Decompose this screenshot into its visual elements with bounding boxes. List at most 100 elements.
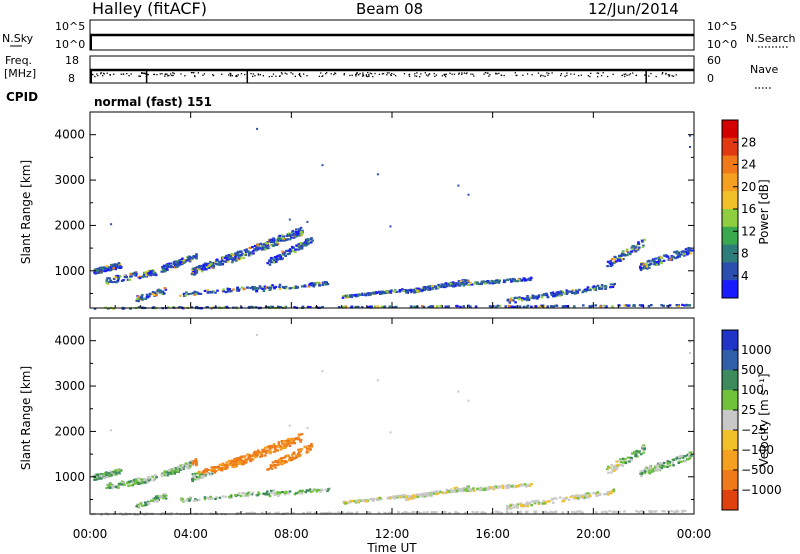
data-cell bbox=[514, 301, 517, 304]
data-cell bbox=[194, 268, 197, 271]
data-cell bbox=[356, 500, 360, 503]
data-cell bbox=[135, 299, 139, 302]
data-cell bbox=[289, 233, 292, 236]
data-cell bbox=[305, 489, 309, 492]
data-cell bbox=[666, 255, 669, 258]
data-cell bbox=[297, 451, 301, 454]
data-cell bbox=[615, 464, 618, 467]
data-cell bbox=[363, 293, 367, 296]
data-cell bbox=[375, 291, 379, 294]
data-cell bbox=[564, 305, 568, 308]
data-cell bbox=[353, 500, 356, 503]
data-cell bbox=[518, 279, 522, 282]
data-cell bbox=[537, 501, 541, 504]
data-cell bbox=[659, 256, 662, 259]
nave-point bbox=[100, 72, 102, 74]
data-cell bbox=[111, 266, 114, 269]
data-cell bbox=[514, 504, 518, 507]
data-cell bbox=[527, 277, 531, 280]
data-cell bbox=[222, 466, 225, 469]
data-cell bbox=[647, 305, 651, 308]
data-cell bbox=[407, 498, 410, 501]
data-cell bbox=[107, 472, 111, 475]
data-cell bbox=[431, 491, 434, 494]
data-cell bbox=[445, 305, 449, 308]
nave-point bbox=[138, 75, 140, 77]
data-cell bbox=[184, 465, 187, 468]
nave-point bbox=[147, 74, 149, 76]
data-cell bbox=[173, 470, 177, 473]
data-cell bbox=[294, 248, 297, 251]
data-cell bbox=[180, 467, 184, 470]
data-cell bbox=[264, 450, 268, 453]
data-cell bbox=[140, 478, 143, 481]
data-cell bbox=[620, 253, 624, 256]
data-cell bbox=[330, 512, 334, 515]
nave-point bbox=[171, 74, 173, 77]
data-cell bbox=[114, 471, 118, 474]
data-cell bbox=[292, 236, 296, 239]
data-cell bbox=[491, 305, 495, 308]
data-cell bbox=[192, 291, 195, 295]
data-cell bbox=[345, 502, 349, 505]
data-cell bbox=[176, 467, 179, 470]
data-cell bbox=[534, 510, 538, 513]
data-cell bbox=[164, 494, 168, 497]
data-cell bbox=[133, 271, 136, 274]
data-cell bbox=[225, 305, 228, 308]
data-cell bbox=[638, 450, 641, 453]
data-cell bbox=[203, 498, 207, 501]
data-cell bbox=[289, 458, 292, 461]
data-cell bbox=[109, 266, 113, 269]
data-cell bbox=[174, 469, 178, 472]
data-cell bbox=[301, 244, 304, 247]
data-cell bbox=[625, 249, 629, 253]
data-cell bbox=[214, 262, 217, 265]
data-cell bbox=[639, 453, 643, 456]
nave-point bbox=[334, 72, 337, 75]
data-cell bbox=[273, 287, 276, 290]
data-cell bbox=[172, 470, 175, 474]
data-cell bbox=[172, 262, 176, 266]
nave-point bbox=[501, 74, 503, 77]
data-cell bbox=[494, 510, 498, 513]
data-cell bbox=[256, 127, 259, 130]
data-cell bbox=[641, 245, 645, 248]
data-cell bbox=[658, 462, 662, 465]
data-cell bbox=[555, 304, 558, 307]
data-cell bbox=[300, 433, 304, 436]
data-cell bbox=[288, 232, 291, 235]
data-cell bbox=[625, 304, 628, 307]
data-cell bbox=[275, 243, 279, 246]
data-cell bbox=[522, 305, 526, 308]
data-cell bbox=[282, 462, 285, 465]
data-cell bbox=[476, 487, 479, 490]
data-cell bbox=[629, 253, 632, 256]
data-cell bbox=[194, 267, 197, 270]
data-cell bbox=[158, 291, 162, 294]
data-cell bbox=[288, 490, 292, 493]
data-cell bbox=[123, 276, 127, 279]
nave-point bbox=[587, 75, 589, 77]
data-cell bbox=[211, 266, 214, 269]
data-cell bbox=[380, 305, 384, 308]
data-cell bbox=[678, 460, 682, 463]
data-cell bbox=[631, 452, 634, 455]
data-cell bbox=[596, 284, 600, 287]
nave-point bbox=[463, 72, 466, 74]
data-cell bbox=[655, 263, 658, 266]
data-cell bbox=[651, 258, 655, 261]
nave-point bbox=[192, 72, 194, 74]
data-cell bbox=[246, 512, 250, 515]
colorbar-tick-label: 16 bbox=[741, 202, 756, 216]
data-cell bbox=[94, 268, 97, 271]
y-tick-label: 4000 bbox=[54, 334, 85, 348]
data-cell bbox=[272, 443, 276, 446]
data-cell bbox=[201, 471, 205, 474]
data-cell bbox=[421, 289, 424, 292]
data-cell bbox=[251, 306, 255, 309]
data-cell bbox=[258, 492, 261, 495]
data-cell bbox=[110, 484, 113, 487]
data-cell bbox=[506, 511, 510, 514]
data-cell bbox=[194, 462, 198, 465]
